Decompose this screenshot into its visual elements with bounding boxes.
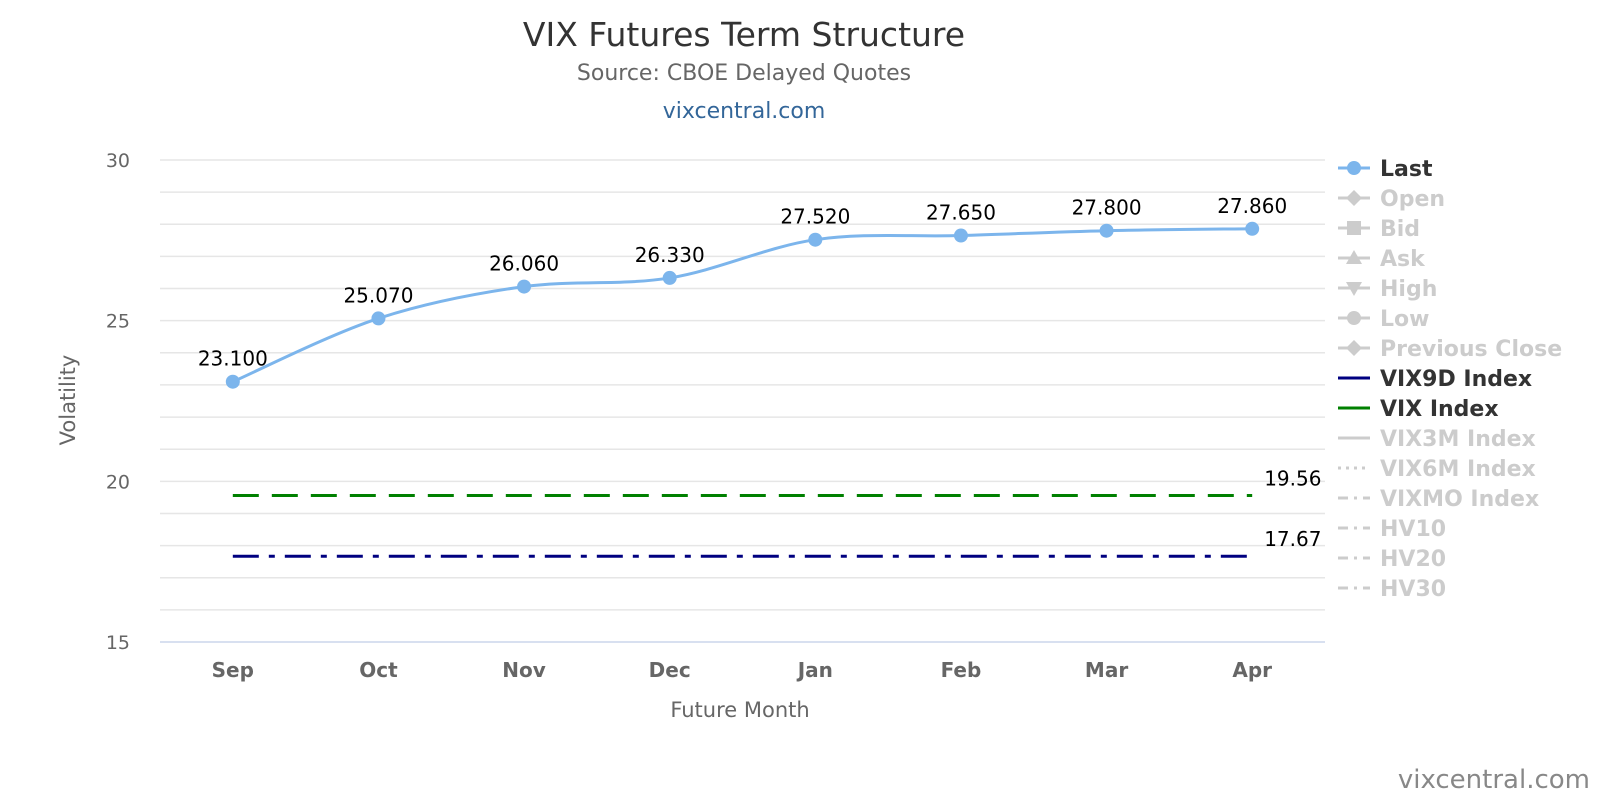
last-series-point [662, 270, 677, 285]
x-tick-label: Sep [212, 658, 254, 682]
data-labels: 19.56 17.67 23.100 25.070 26.060 26.330 27.520… [198, 194, 1322, 551]
legend-item[interactable]: Low [1338, 307, 1429, 332]
last-series-line [232, 227, 1253, 384]
legend-item[interactable]: VIX Index [1338, 397, 1499, 422]
legend-item[interactable]: Previous Close [1338, 337, 1562, 362]
legend-label: VIX Index [1380, 397, 1499, 422]
legend-label: Last [1380, 157, 1433, 182]
legend-item[interactable]: HV20 [1338, 547, 1446, 572]
legend-item[interactable]: HV30 [1338, 577, 1446, 602]
last-series-point [953, 228, 968, 243]
legend-label: Ask [1380, 247, 1426, 272]
legend-marker [1346, 340, 1362, 356]
last-series-value-label: 23.100 [198, 347, 268, 371]
legend-item[interactable]: High [1338, 277, 1437, 302]
last-series-point [1245, 221, 1260, 236]
last-series-point [371, 311, 386, 326]
legend-label: VIXMO Index [1380, 487, 1539, 512]
y-tick-label: 20 [106, 471, 130, 493]
legend-label: Previous Close [1380, 337, 1562, 362]
legend-label: Bid [1380, 217, 1420, 242]
last-series-value-label: 26.330 [635, 243, 705, 267]
legend-label: VIX9D Index [1380, 367, 1532, 392]
last-series-point [225, 374, 240, 389]
x-axis-label: Future Month [670, 698, 809, 722]
last-series-point [808, 232, 823, 247]
y-axis-ticks: 15 20 25 30 [106, 150, 130, 654]
legend-item[interactable]: VIX9D Index [1338, 367, 1532, 392]
last-series-value-label: 27.800 [1072, 196, 1142, 220]
chart-title: VIX Futures Term Structure [523, 15, 965, 54]
last-series-value-label: 27.520 [780, 205, 850, 229]
vixcentral-link[interactable]: vixcentral.com [663, 99, 826, 124]
legend-label: HV20 [1380, 547, 1446, 572]
legend-item[interactable]: Ask [1338, 247, 1426, 272]
legend-label: High [1380, 277, 1437, 302]
y-tick-label: 15 [106, 632, 130, 654]
legend-label: Open [1380, 187, 1445, 212]
legend-label: VIX3M Index [1380, 427, 1536, 452]
y-axis-label: Volatility [56, 355, 80, 446]
legend-label: VIX6M Index [1380, 457, 1536, 482]
last-series-value-label: 27.650 [926, 201, 996, 225]
legend: Last Open Bid Ask High Low Previous Close VIX9D… [1338, 157, 1562, 602]
legend-marker [1346, 190, 1362, 206]
legend-item[interactable]: Last [1338, 157, 1433, 182]
legend-label: Low [1380, 307, 1429, 332]
y-tick-label: 30 [106, 150, 130, 172]
x-tick-label: Apr [1232, 658, 1272, 682]
legend-marker [1347, 161, 1361, 175]
legend-item[interactable]: VIX6M Index [1338, 457, 1536, 482]
legend-marker [1346, 250, 1362, 264]
grid-lines [160, 159, 1325, 643]
x-tick-label: Nov [502, 658, 546, 682]
watermark: vixcentral.com [1398, 765, 1590, 795]
legend-label: HV30 [1380, 577, 1446, 602]
last-series-value-label: 27.860 [1217, 194, 1287, 218]
x-tick-label: Jan [796, 658, 833, 682]
x-tick-label: Oct [359, 658, 398, 682]
legend-item[interactable]: VIX3M Index [1338, 427, 1536, 452]
legend-item[interactable]: Open [1338, 187, 1445, 212]
index-value-label: 17.67 [1264, 527, 1321, 551]
legend-marker [1347, 221, 1361, 235]
legend-item[interactable]: VIXMO Index [1338, 487, 1539, 512]
x-tick-label: Dec [649, 658, 691, 682]
x-tick-label: Feb [941, 658, 982, 682]
legend-label: HV10 [1380, 517, 1446, 542]
last-series-point [517, 279, 532, 294]
legend-marker [1346, 282, 1362, 296]
x-axis-ticks: Sep Oct Nov Dec Jan Feb Mar Apr [212, 658, 1272, 682]
last-series-point [1099, 223, 1114, 238]
chart-subtitle: Source: CBOE Delayed Quotes [577, 61, 911, 86]
last-series-value-label: 26.060 [489, 252, 559, 276]
legend-marker [1347, 311, 1361, 325]
legend-item[interactable]: Bid [1338, 217, 1420, 242]
legend-item[interactable]: HV10 [1338, 517, 1446, 542]
last-series-value-label: 25.070 [343, 283, 413, 307]
x-tick-label: Mar [1085, 658, 1128, 682]
y-tick-label: 25 [106, 311, 130, 333]
index-value-label: 19.56 [1264, 466, 1321, 490]
plot-series [225, 221, 1260, 558]
